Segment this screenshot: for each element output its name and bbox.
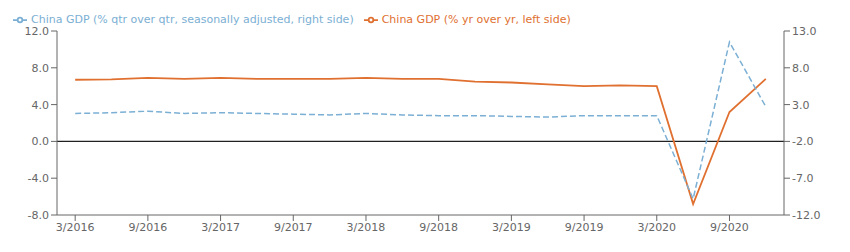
svg-text:12.0: 12.0 bbox=[25, 25, 50, 38]
svg-text:9/2017: 9/2017 bbox=[274, 221, 313, 234]
svg-text:9/2020: 9/2020 bbox=[710, 221, 749, 234]
html-text:China GDP (% qtr over qtr, sea: China GDP (% qtr over qtr, seasonally ad… bbox=[31, 13, 354, 26]
svg-text:3/2018: 3/2018 bbox=[347, 221, 386, 234]
svg-text:3/2020: 3/2020 bbox=[637, 221, 676, 234]
svg-text:3/2019: 3/2019 bbox=[492, 221, 531, 234]
svg-text:8.0: 8.0 bbox=[32, 62, 50, 75]
svg-text:-12.0: -12.0 bbox=[792, 209, 820, 222]
svg-text:4.0: 4.0 bbox=[32, 99, 50, 112]
svg-text:-7.0: -7.0 bbox=[792, 172, 813, 185]
svg-text:3.0: 3.0 bbox=[792, 99, 810, 112]
svg-text:8.0: 8.0 bbox=[792, 62, 810, 75]
svg-text:13.0: 13.0 bbox=[792, 25, 817, 38]
svg-text:9/2016: 9/2016 bbox=[129, 221, 168, 234]
svg-text:-2.0: -2.0 bbox=[792, 135, 813, 148]
svg-text:9/2018: 9/2018 bbox=[419, 221, 458, 234]
svg-text:0.0: 0.0 bbox=[32, 135, 50, 148]
html-text:China GDP (% yr over yr, left: China GDP (% yr over yr, left side) bbox=[381, 13, 571, 26]
svg-text:9/2019: 9/2019 bbox=[565, 221, 604, 234]
svg-text:-4.0: -4.0 bbox=[28, 172, 49, 185]
svg-text:3/2016: 3/2016 bbox=[56, 221, 95, 234]
svg-text:3/2017: 3/2017 bbox=[201, 221, 240, 234]
svg-text:-8.0: -8.0 bbox=[28, 209, 49, 222]
